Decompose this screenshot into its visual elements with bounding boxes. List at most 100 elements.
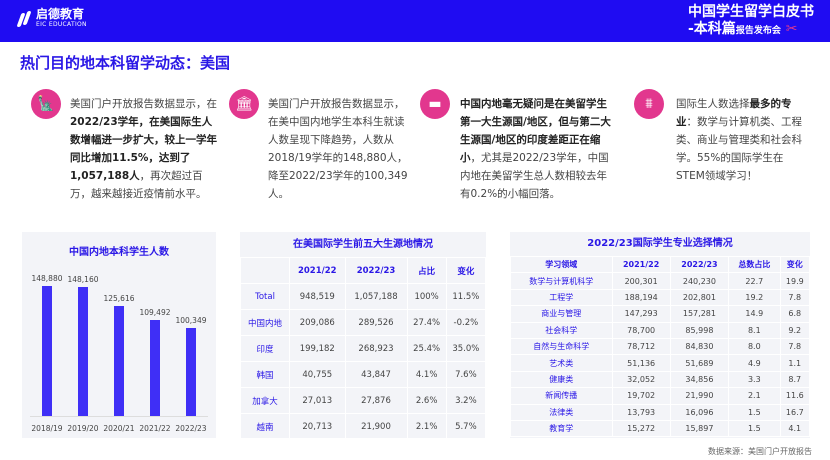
row-header: 艺术类 xyxy=(510,354,613,372)
chart-title: 中国内地本科学生人数 xyxy=(69,247,169,258)
logo-text-cn: 启德教育 xyxy=(36,7,85,21)
table-cell: 4.9 xyxy=(728,354,781,372)
table-cell: 78,700 xyxy=(611,321,671,339)
header-row: 2021/22 2022/23 占比 变化 xyxy=(239,257,487,284)
row-header: 印度 xyxy=(239,335,291,362)
table-cell: 21,900 xyxy=(344,413,408,440)
table-row: 加拿大 27,013 27,876 2.6% 3.2% xyxy=(239,387,487,414)
majors-table-panel: 2022/23国际学生专业选择情况 学习领域 2021/22 2022/23 总数占比… xyxy=(510,232,811,438)
source-countries-table-panel: 在美国际学生前五大生源地情况 2021/22 2022/23 占比 变化 Total 94… xyxy=(239,232,487,440)
info-card-1: 美国门户开放报告数据显示，在 2022/23学年，在美国际生人数增幅进一步扩大，较… xyxy=(70,95,220,203)
bar-2019/20 xyxy=(78,286,88,416)
table-cell: 16.7 xyxy=(779,403,811,421)
table-row: 健康类 32,052 34,856 3.3 8.7 xyxy=(510,370,811,389)
table-cell: 11.5% xyxy=(445,283,487,310)
data-label: 100,349 xyxy=(175,316,207,326)
table-cell: 84,830 xyxy=(669,337,730,356)
table-cell: 100% xyxy=(406,283,447,310)
info-card-4: 国际生人数选择最多的专业：数学与计算机类、工程类、商业与管理类和社会科学。55%… xyxy=(676,95,806,185)
x-tick-label: 2019/20 xyxy=(67,424,99,433)
column-header: 2021/22 xyxy=(289,257,346,284)
table-cell: 2.1 xyxy=(728,387,781,405)
table-cell: 85,998 xyxy=(669,321,730,339)
table-row: 工程学 188,194 202,801 19.2 7.8 xyxy=(510,288,811,307)
x-tick-label: 2022/23 xyxy=(175,424,207,433)
table-cell: 289,526 xyxy=(344,309,408,336)
source-countries-table: 2021/22 2022/23 占比 变化 Total 948,519 1,057,188 1… xyxy=(239,257,487,440)
table-cell: 21,990 xyxy=(669,387,730,405)
table-cell: 22.7 xyxy=(728,272,781,290)
x-tick-label: 2018/19 xyxy=(31,424,63,433)
table-cell: 147,293 xyxy=(611,305,671,323)
table-cell: 27.4% xyxy=(406,309,447,336)
table-cell: 4.1 xyxy=(779,419,811,438)
data-label: 125,616 xyxy=(103,294,135,304)
table-cell: 5.7% xyxy=(445,413,487,440)
table-cell: 1.5 xyxy=(728,419,781,438)
scissors-icon: ✂ xyxy=(785,21,798,37)
table-cell: 188,194 xyxy=(611,288,671,307)
table-cell: 40,755 xyxy=(289,361,346,388)
bar-chart-panel: 中国内地本科学生人数 148,880 2018/19 148,160 2019/20 1… xyxy=(22,232,216,438)
column-header xyxy=(239,257,291,284)
table-row: 教育学 15,272 15,897 1.5 4.1 xyxy=(510,419,811,438)
x-tick-label: 2021/22 xyxy=(139,424,171,433)
row-header: 数学与计算机科学 xyxy=(510,272,613,290)
table-cell: 27,876 xyxy=(344,387,408,414)
table-cell: 948,519 xyxy=(289,283,346,310)
card-text: 最多的专业 xyxy=(676,98,792,128)
row-header: 加拿大 xyxy=(239,387,291,414)
table-cell: 157,281 xyxy=(669,305,730,323)
row-header: 越南 xyxy=(239,413,291,440)
table-cell: 27,013 xyxy=(289,387,346,414)
page-title: 热门目的地本科留学动态：美国 xyxy=(20,54,231,72)
row-header: 教育学 xyxy=(510,419,613,438)
logo-text-en: EIC EDUCATION xyxy=(36,21,87,28)
table-row: 社会科学 78,700 85,998 8.1 9.2 xyxy=(510,321,811,339)
card-text: 美国门户开放报告数据显示，在 xyxy=(70,98,217,110)
table-row: 法律类 13,793 16,096 1.5 16.7 xyxy=(510,403,811,421)
row-header: 健康类 xyxy=(510,370,613,389)
table-cell: 1.5 xyxy=(728,403,781,421)
data-source-note: 数据来源：美国门户开放报告 xyxy=(708,447,812,456)
column-header: 占比 xyxy=(406,257,447,284)
column-header: 总数占比 xyxy=(728,255,781,274)
source-table-title: 在美国际学生前五大生源地情况 xyxy=(293,239,433,250)
row-header: 商业与管理 xyxy=(510,305,613,323)
table-cell: 202,801 xyxy=(669,288,730,307)
data-label: 148,160 xyxy=(67,274,99,284)
x-tick-label: 2020/21 xyxy=(103,424,135,433)
table-cell: 268,923 xyxy=(344,335,408,362)
table-row: 数学与计算机科学 200,301 240,230 22.7 19.9 xyxy=(510,272,811,290)
table-cell: 20,713 xyxy=(289,413,346,440)
card-text: ：数学与计算机类、工程类、商业与管理类和社会科学。55%的国际学生在STEM领域… xyxy=(676,116,802,182)
table-row: 自然与生命科学 78,712 84,830 8.0 7.8 xyxy=(510,337,811,356)
table-cell: 16,096 xyxy=(669,403,730,421)
logo-mark-icon xyxy=(16,9,32,29)
event-title-line2: -本科篇 xyxy=(688,21,736,37)
table-row: 中国内地 209,086 289,526 27.4% -0.2% xyxy=(239,309,487,336)
eic-logo: 启德教育 EIC EDUCATION xyxy=(16,8,87,29)
bar-2021/22 xyxy=(150,320,160,416)
header-row: 学习领域 2021/22 2022/23 总数占比 变化 xyxy=(510,255,811,274)
info-card-3: 中国内地毫无疑问是在美留学生第一大生源国/地区，但与第二大生源国/地区的印度差距… xyxy=(460,95,615,203)
table-row: 艺术类 51,136 51,689 4.9 1.1 xyxy=(510,354,811,372)
table-cell: 8.1 xyxy=(728,321,781,339)
data-label: 109,492 xyxy=(139,308,171,318)
bridge-icon: ⩩ xyxy=(634,89,664,119)
event-title-line1: 中国学生留学白皮书 xyxy=(688,4,814,20)
table-row: 韩国 40,755 43,847 4.1% 7.6% xyxy=(239,361,487,388)
table-row: 新闻传播 19,702 21,990 2.1 11.6 xyxy=(510,387,811,405)
event-title: 中国学生留学白皮书 -本科篇报告发布会 ✂ xyxy=(688,4,814,40)
card-text: 中国内地毫无疑问是在美留学生第一大生源国/地区，但与第二大生源国/地区的印度差距… xyxy=(460,98,611,164)
table-cell: 1.1 xyxy=(779,354,811,372)
table-row: 印度 199,182 268,923 25.4% 35.0% xyxy=(239,335,487,362)
table-cell: 3.2% xyxy=(445,387,487,414)
table-cell: 2.1% xyxy=(406,413,447,440)
card-text: 美国门户开放报告数据显示，在美中国内地学生本科生就读人数呈现下降趋势，人数从20… xyxy=(268,98,408,200)
row-header: 法律类 xyxy=(510,403,613,421)
card-text: 国际生人数选择 xyxy=(676,98,750,110)
card-text: ，再次超过百万，越来越接近疫情前水平。 xyxy=(70,170,207,200)
us-map-icon: ▬ xyxy=(420,89,450,119)
table-cell: 1,057,188 xyxy=(344,283,408,310)
